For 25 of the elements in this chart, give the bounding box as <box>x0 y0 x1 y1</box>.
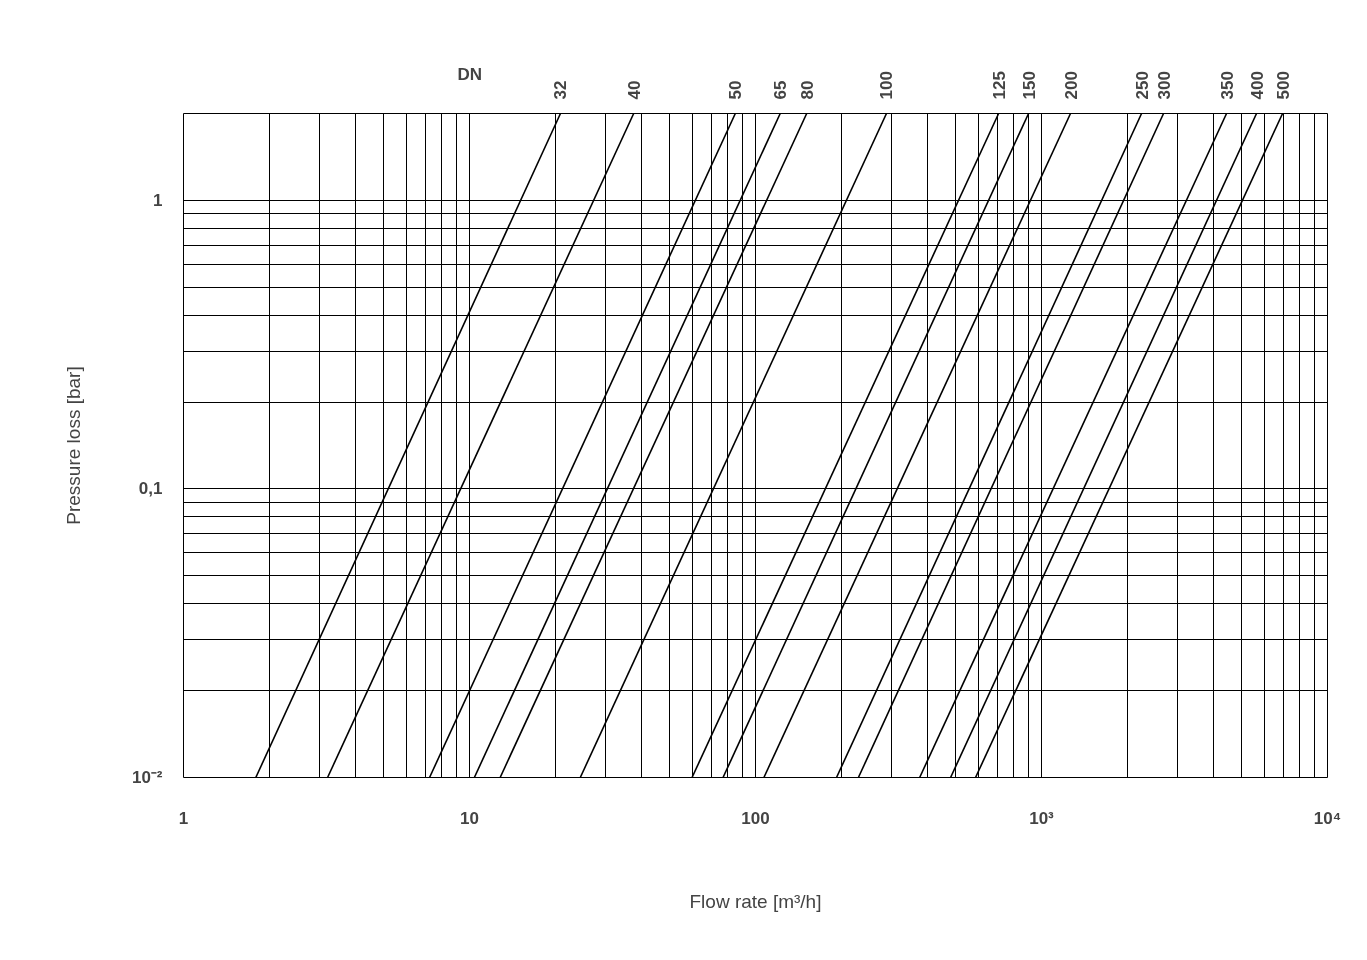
text: 300 <box>1154 71 1174 100</box>
x-tick-label: 1 <box>178 808 189 828</box>
text: 50 <box>726 80 746 100</box>
y-tick-label: 10⁻² <box>131 768 163 787</box>
text: 40 <box>624 80 644 100</box>
text: 200 <box>1061 71 1081 100</box>
x-axis-title: Flow rate [m³/h] <box>689 890 822 912</box>
x-tick-label: 10³ <box>1029 808 1055 828</box>
text: DN <box>457 64 483 84</box>
x-tick-label: 100 <box>741 808 770 828</box>
x-tick-label: 10⁴ <box>1313 808 1342 828</box>
text: 150 <box>1019 71 1039 100</box>
text: 125 <box>989 71 1009 100</box>
x-tick-label: 10 <box>460 808 479 828</box>
text: 65 <box>771 80 791 100</box>
y-axis-title: Pressure loss [bar] <box>62 366 84 525</box>
text: 400 <box>1247 71 1267 100</box>
text: 250 <box>1132 71 1152 100</box>
y-tick-label: 1 <box>153 190 163 210</box>
text: 80 <box>797 80 817 100</box>
text: 100 <box>877 71 897 100</box>
text: 32 <box>551 80 571 100</box>
y-tick-label: 0,1 <box>138 479 163 499</box>
text: 500 <box>1273 71 1293 100</box>
text: 350 <box>1217 71 1237 100</box>
